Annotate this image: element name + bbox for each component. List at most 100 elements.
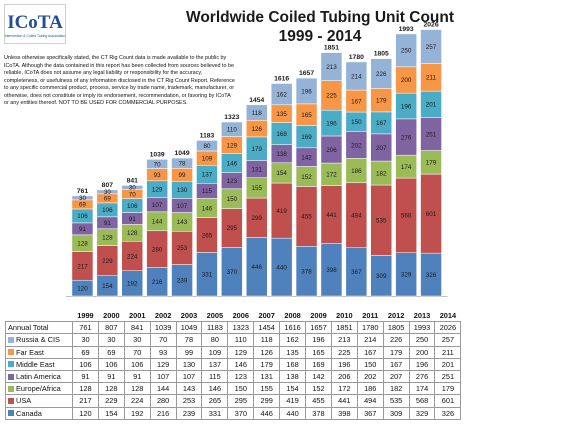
table-cell: 106 <box>72 357 99 371</box>
segment-value-label: 257 <box>426 44 437 51</box>
bar-segment-russia-cis <box>420 29 442 64</box>
table-cell: 168 <box>279 357 307 371</box>
table-cell: 138 <box>279 369 307 384</box>
row-label: Russia & CIS <box>5 333 73 347</box>
table-cell: 207 <box>382 369 410 384</box>
segment-value-label: 152 <box>301 174 312 181</box>
table-cell: 167 <box>382 357 410 371</box>
bar-total-label: 1616 <box>274 75 289 82</box>
segment-value-label: 80 <box>203 143 211 150</box>
table-cell: 1657 <box>305 321 332 335</box>
segment-value-label: 123 <box>227 178 238 185</box>
segment-value-label: 172 <box>326 172 337 179</box>
table-cell: 69 <box>72 345 99 359</box>
table-cell: 1993 <box>408 321 436 335</box>
segment-value-label: 419 <box>276 208 287 215</box>
table-cell: 761 <box>72 321 99 335</box>
segment-value-label: 174 <box>401 164 412 171</box>
segment-value-label: 110 <box>227 127 238 134</box>
table-cell: 128 <box>97 382 125 396</box>
table-cell: 239 <box>175 406 203 420</box>
table-cell: 494 <box>356 394 384 408</box>
segment-value-label: 130 <box>177 187 188 194</box>
table-cell: 144 <box>149 382 177 396</box>
segment-value-label: 179 <box>426 160 437 167</box>
bar-total-label: 1657 <box>299 70 314 77</box>
segment-value-label: 30 <box>104 189 112 196</box>
segment-value-label: 99 <box>179 172 187 179</box>
legend-label: Russia & CIS <box>16 335 60 345</box>
series-row: Russia & CIS 30 30 30 70 78 80 110 118 162 196 213 2… <box>5 333 462 347</box>
segment-value-label: 30 <box>79 195 87 202</box>
segment-value-label: 568 <box>401 213 412 220</box>
table-cell: 440 <box>279 406 307 420</box>
segment-value-label: 69 <box>104 196 112 203</box>
legend-label: Canada <box>16 408 42 418</box>
table-cell: 251 <box>434 369 462 384</box>
table-cell: 154 <box>279 382 307 396</box>
segment-value-label: 441 <box>326 212 337 219</box>
bar-segment-russia-cis <box>96 189 119 195</box>
series-row: USA 217 229 224 280 253 265 295 299 419 455 441 494 5… <box>5 394 462 408</box>
table-cell: 169 <box>305 357 332 371</box>
table-cell: 123 <box>227 369 255 384</box>
segment-value-label: 150 <box>227 196 238 203</box>
table-cell: 70 <box>149 333 177 347</box>
series-row: Middle East 106 106 106 129 130 137 146 179 168 16… <box>5 357 462 371</box>
table-cell: 1039 <box>149 321 177 335</box>
segment-value-label: 196 <box>401 103 412 110</box>
table-cell: 295 <box>227 394 255 408</box>
segment-value-label: 494 <box>351 213 362 220</box>
segment-value-label: 295 <box>227 225 238 232</box>
segment-value-label: 192 <box>127 281 138 288</box>
table-cell: 441 <box>330 394 358 408</box>
bar-segment-russia-cis <box>395 33 417 68</box>
table-cell: 69 <box>97 345 125 359</box>
table-cell: 257 <box>434 333 462 347</box>
table-cell: 129 <box>227 345 255 359</box>
table-cell: 250 <box>408 333 436 347</box>
table-cell: 419 <box>279 394 307 408</box>
disclaimer-text: Unless otherwise specifically stated, th… <box>4 55 235 107</box>
table-cell: 280 <box>149 394 177 408</box>
table-cell: 201 <box>434 357 462 371</box>
table-cell: 200 <box>408 345 436 359</box>
table-cell: 2002 <box>154 311 172 321</box>
table-cell: 1454 <box>253 321 281 335</box>
segment-value-label: 378 <box>301 268 312 275</box>
segment-value-label: 154 <box>276 170 287 177</box>
segment-value-label: 70 <box>154 161 162 168</box>
bar-total-label: 807 <box>102 182 114 189</box>
table-cell: 367 <box>356 406 384 420</box>
table-cell: 80 <box>201 333 229 347</box>
table-cell: 186 <box>356 382 384 396</box>
table-cell: 1049 <box>175 321 203 335</box>
table-cell: 109 <box>201 345 229 359</box>
table-cell: 70 <box>123 345 151 359</box>
segment-value-label: 206 <box>326 147 337 154</box>
table-cell: 568 <box>408 394 436 408</box>
bar-segment-russia-cis <box>370 58 392 89</box>
table-cell: 202 <box>356 369 384 384</box>
bar-total-label: 1183 <box>200 132 215 139</box>
table-cell: 2005 <box>206 311 224 321</box>
table-cell: 299 <box>253 394 281 408</box>
segment-value-label: 131 <box>251 166 262 173</box>
bar-total-label: 841 <box>127 177 139 184</box>
table-cell: 93 <box>149 345 177 359</box>
icota-logo: ICoTA Intervention & Coiled Tubing Assoc… <box>4 4 66 44</box>
legend-label: Far East <box>16 347 44 357</box>
legend-label: USA <box>16 396 32 406</box>
segment-value-label: 128 <box>102 235 113 242</box>
segment-value-label: 146 <box>227 160 238 167</box>
segment-value-label: 109 <box>202 155 213 162</box>
legend-swatch <box>8 349 14 356</box>
segment-value-label: 265 <box>202 232 213 239</box>
segment-value-label: 129 <box>152 187 163 194</box>
table-cell: 2000 <box>103 311 120 321</box>
table-cell: 129 <box>149 357 177 371</box>
table-cell: 137 <box>201 357 229 371</box>
table-cell: 107 <box>149 369 177 384</box>
segment-value-label: 214 <box>351 73 362 80</box>
table-cell: 172 <box>330 382 358 396</box>
